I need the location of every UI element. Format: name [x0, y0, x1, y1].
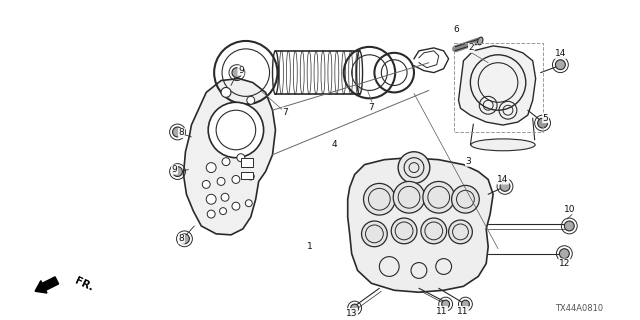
Polygon shape — [348, 158, 493, 292]
Text: 5: 5 — [543, 114, 548, 123]
Text: 4: 4 — [332, 140, 338, 149]
Bar — [241, 172, 253, 180]
Circle shape — [237, 154, 245, 162]
Circle shape — [247, 96, 255, 104]
Text: 11: 11 — [436, 307, 447, 316]
Circle shape — [232, 68, 242, 77]
Text: FR.: FR. — [73, 276, 95, 293]
Circle shape — [217, 178, 225, 185]
Text: 7: 7 — [369, 103, 374, 112]
Text: 9: 9 — [172, 165, 177, 174]
Polygon shape — [184, 78, 275, 235]
Text: 7: 7 — [282, 108, 288, 117]
Text: 6: 6 — [454, 25, 460, 34]
Circle shape — [556, 60, 565, 70]
Polygon shape — [458, 46, 536, 125]
Circle shape — [221, 87, 231, 97]
Text: 10: 10 — [564, 204, 575, 214]
Text: TX44A0810: TX44A0810 — [555, 304, 604, 313]
Text: 8: 8 — [179, 128, 184, 138]
Circle shape — [222, 158, 230, 166]
Text: 13: 13 — [346, 308, 357, 317]
Circle shape — [247, 173, 254, 180]
Circle shape — [461, 300, 469, 308]
Bar — [454, 43, 543, 132]
Text: 2: 2 — [468, 44, 474, 52]
Text: 14: 14 — [497, 175, 509, 184]
Text: 8: 8 — [179, 234, 184, 243]
Circle shape — [173, 167, 182, 177]
Circle shape — [421, 218, 447, 244]
Circle shape — [449, 220, 472, 244]
Circle shape — [538, 118, 548, 128]
Circle shape — [206, 194, 216, 204]
Circle shape — [221, 193, 229, 201]
Text: 14: 14 — [555, 49, 566, 58]
Circle shape — [206, 163, 216, 172]
Circle shape — [559, 249, 570, 259]
Circle shape — [364, 183, 395, 215]
Circle shape — [351, 304, 358, 312]
Circle shape — [393, 181, 425, 213]
Circle shape — [452, 185, 479, 213]
Circle shape — [180, 234, 189, 244]
Ellipse shape — [477, 37, 483, 45]
Circle shape — [232, 202, 240, 210]
Bar — [241, 158, 253, 167]
Circle shape — [391, 218, 417, 244]
Circle shape — [442, 300, 449, 308]
Circle shape — [232, 175, 240, 183]
Ellipse shape — [471, 139, 535, 151]
Text: 3: 3 — [465, 157, 471, 166]
Text: 1: 1 — [307, 242, 313, 251]
Circle shape — [398, 152, 430, 183]
Circle shape — [362, 221, 387, 247]
Circle shape — [202, 180, 210, 188]
Text: 11: 11 — [457, 307, 468, 316]
Circle shape — [245, 200, 252, 207]
Circle shape — [500, 181, 510, 191]
Circle shape — [173, 127, 182, 137]
Text: 12: 12 — [559, 259, 570, 268]
Circle shape — [564, 221, 574, 231]
Circle shape — [423, 181, 454, 213]
Text: 9: 9 — [238, 66, 244, 75]
Circle shape — [207, 210, 215, 218]
FancyArrow shape — [35, 277, 59, 293]
Circle shape — [220, 208, 227, 215]
Circle shape — [208, 102, 264, 158]
